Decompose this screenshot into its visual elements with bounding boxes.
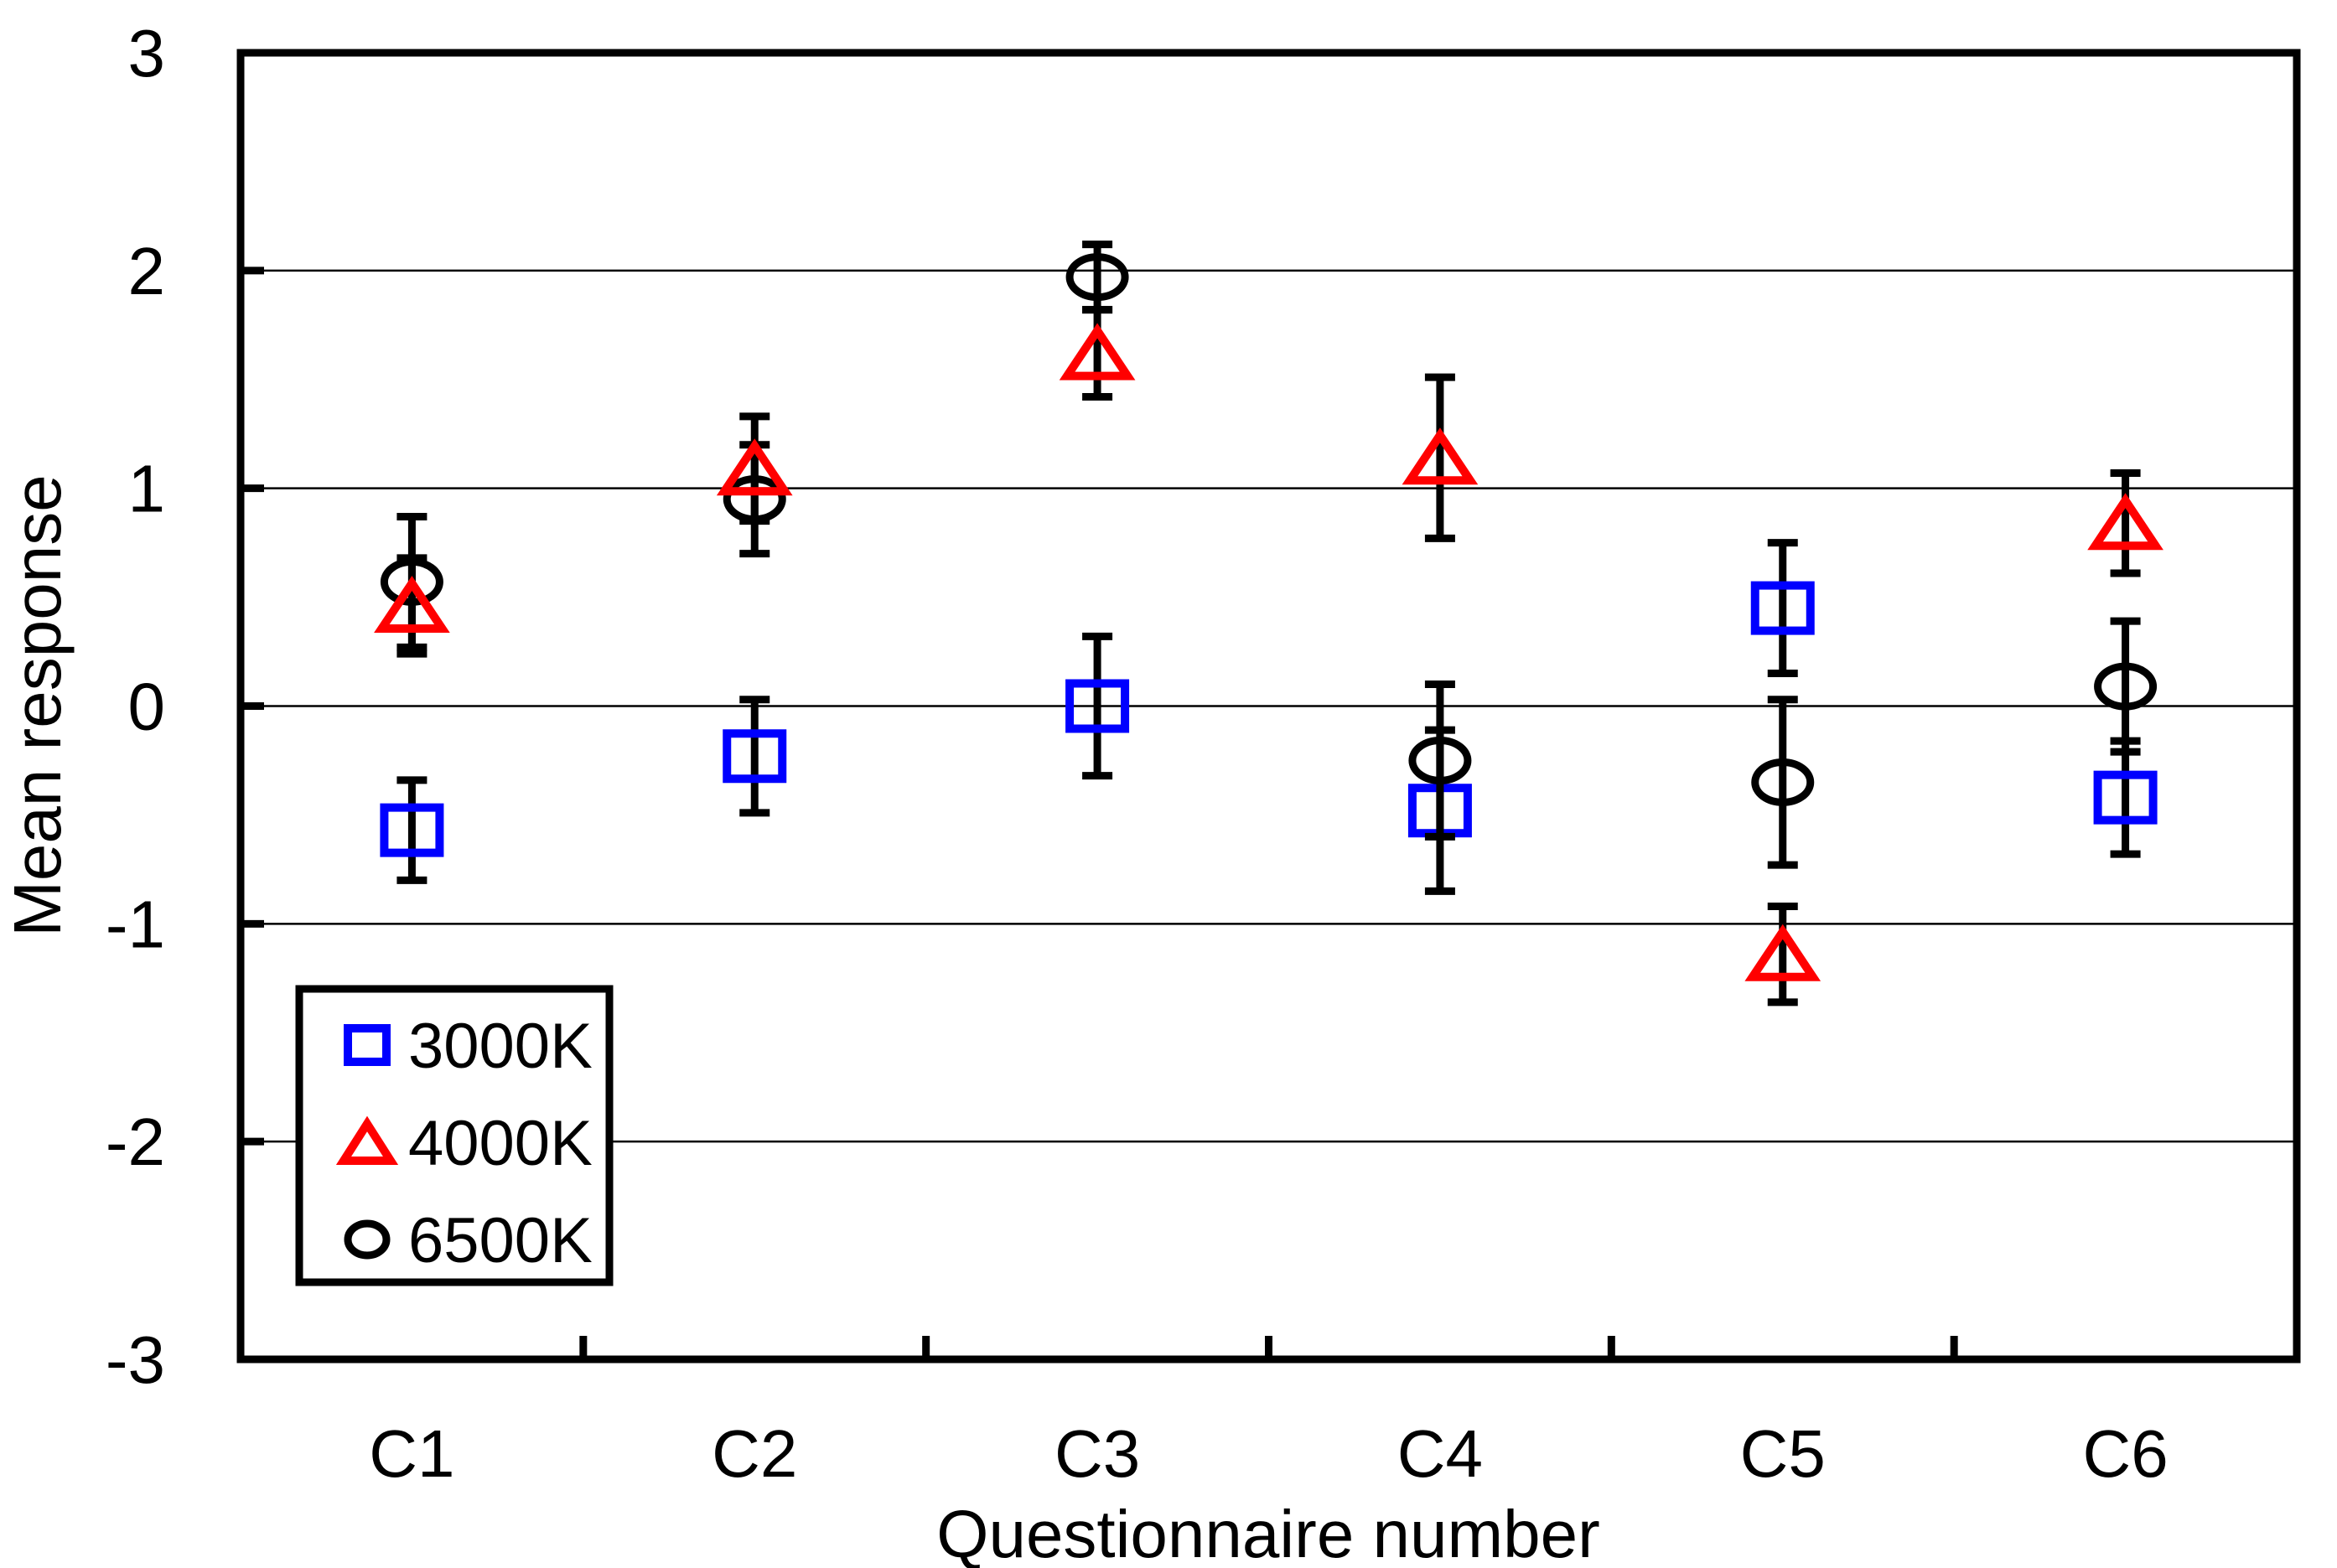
marker-4000K-C5	[1744, 924, 1821, 981]
marker-3000K-C1	[380, 803, 444, 857]
y-tick-label--3: -3	[106, 1322, 165, 1397]
error-bar-3000K-C3	[1082, 632, 1113, 780]
marker-4000K-C4	[1402, 427, 1479, 485]
marker-3000K-C5	[1750, 581, 1815, 635]
legend-label-6500K: 6500K	[408, 1205, 593, 1276]
x-axis-ticks	[579, 1336, 1958, 1359]
y-axis-title: Mean response	[0, 474, 75, 936]
error-bar-3000K-C5	[1767, 539, 1798, 678]
x-tick-label-C2: C2	[712, 1416, 797, 1491]
y-tick-label-0: 0	[128, 670, 166, 744]
error-bar-6500K-C5	[1767, 696, 1798, 869]
series-layer	[374, 241, 2163, 1007]
error-bar-4000K-C1	[396, 554, 428, 658]
x-tick-label-C4: C4	[1397, 1416, 1483, 1491]
y-tick-label--1: -1	[106, 887, 165, 961]
error-bar-4000K-C6	[2110, 468, 2141, 577]
x-tick-label-C1: C1	[369, 1416, 454, 1491]
marker-6500K-C5	[1751, 758, 1815, 806]
y-tick-label-1: 1	[128, 452, 166, 526]
marker-3000K-C6	[2093, 770, 2158, 825]
legend-item-3000K: 3000K	[344, 1011, 593, 1082]
y-axis-tick-labels: 3 2 1 0 -1 -2 -3	[106, 16, 165, 1397]
x-tick-label-C5: C5	[1740, 1416, 1826, 1491]
marker-6500K-C6	[2094, 662, 2158, 711]
error-bar-4000K-C2	[739, 412, 770, 525]
legend-marker-triangle	[335, 1115, 399, 1165]
series-4000K	[374, 306, 2163, 1007]
error-bar-4000K-C5	[1767, 903, 1798, 1007]
y-tick-label-3: 3	[128, 16, 166, 91]
legend-label-4000K: 4000K	[408, 1108, 593, 1179]
marker-4000K-C6	[2087, 493, 2163, 551]
marker-3000K-C3	[1065, 679, 1130, 733]
x-tick-label-C3: C3	[1054, 1416, 1140, 1491]
y-tick-label-2: 2	[128, 234, 166, 308]
marker-6500K-C3	[1065, 253, 1129, 302]
marker-4000K-C2	[716, 438, 793, 496]
legend-item-6500K: 6500K	[344, 1205, 593, 1276]
x-axis-title: Questionnaire number	[936, 1497, 1600, 1568]
y-axis-ticks	[241, 267, 264, 1146]
legend-marker-square	[344, 1024, 391, 1066]
legend: 3000K 4000K 6500K	[295, 985, 614, 1286]
legend-item-4000K: 4000K	[335, 1108, 593, 1179]
marker-4000K-C3	[1059, 323, 1136, 380]
error-bar-4000K-C4	[1424, 373, 1455, 542]
marker-3000K-C2	[723, 729, 787, 784]
series-6500K	[380, 241, 2158, 869]
series-3000K	[380, 539, 2158, 895]
marker-6500K-C4	[1408, 736, 1472, 784]
y-tick-label--2: -2	[106, 1105, 165, 1179]
error-bar-6500K-C4	[1424, 681, 1455, 841]
error-bar-6500K-C6	[2110, 617, 2141, 756]
marker-4000K-C1	[374, 575, 450, 633]
error-bar-3000K-C6	[2110, 737, 2141, 858]
x-tick-label-C6: C6	[2082, 1416, 2168, 1491]
legend-marker-circle	[344, 1219, 391, 1260]
error-bar-3000K-C1	[396, 776, 428, 884]
legend-label-3000K: 3000K	[408, 1011, 593, 1082]
x-axis-tick-labels: C1 C2 C3 C4 C5 C6	[369, 1416, 2168, 1491]
error-bar-3000K-C2	[739, 696, 770, 817]
